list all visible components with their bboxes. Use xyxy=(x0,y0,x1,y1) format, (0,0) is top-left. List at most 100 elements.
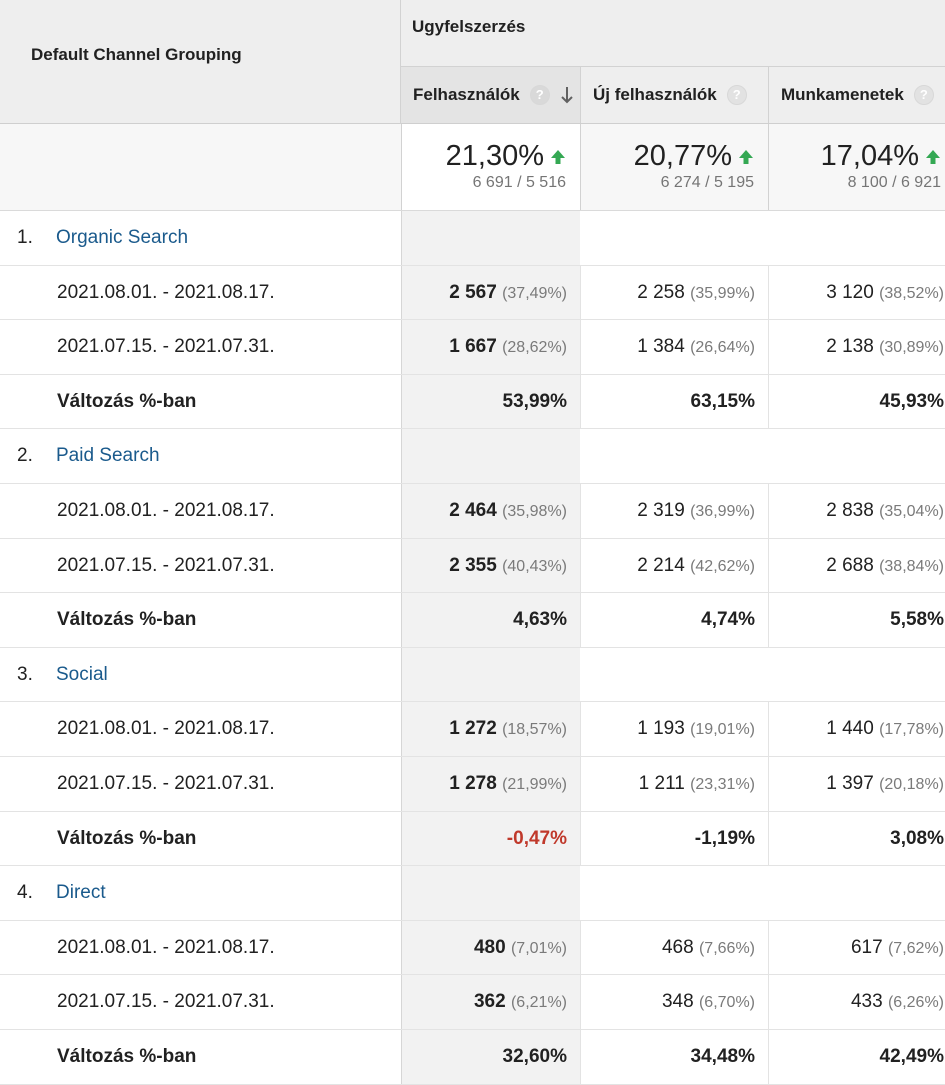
date-range-label: 2021.08.01. - 2021.08.17. xyxy=(57,499,275,521)
help-icon[interactable]: ? xyxy=(529,85,550,105)
users-cell: 2 355 (40,43%) xyxy=(449,554,567,576)
up-arrow-icon xyxy=(926,149,940,164)
up-arrow-icon xyxy=(551,149,565,164)
sessions-cell: 2 138 (30,89%) xyxy=(826,336,944,358)
users-change: 32,60% xyxy=(502,1045,567,1067)
sessions-cell: 2 838 (35,04%) xyxy=(826,499,944,521)
date-range-label: 2021.07.15. - 2021.07.31. xyxy=(57,554,275,576)
new-users-change: 34,48% xyxy=(690,1045,755,1067)
users-cell: 2 567 (37,49%) xyxy=(449,281,567,303)
column-header-new-users[interactable]: Új felhasználók ? xyxy=(580,67,768,123)
column-header-users[interactable]: Felhasználók ? xyxy=(401,67,580,123)
change-row: Változás %-ban -0,47% -1,19% 3,08% xyxy=(0,811,945,867)
sessions-change: 42,49% xyxy=(879,1045,944,1067)
column-header-sessions[interactable]: Munkamenetek ? xyxy=(768,67,945,123)
new-users-cell: 468 (7,66%) xyxy=(661,936,755,958)
sessions-cell: 1 397 (20,18%) xyxy=(826,772,944,794)
table-header: Default Channel Grouping Ugyfelszerzés F… xyxy=(0,0,945,124)
group-row: 3. Social xyxy=(0,647,945,703)
metric-group-header: Ugyfelszerzés xyxy=(412,17,526,36)
help-icon[interactable]: ? xyxy=(726,85,747,105)
change-row: Változás %-ban 4,63% 4,74% 5,58% xyxy=(0,593,945,648)
header-divider xyxy=(400,0,401,124)
users-cell: 2 464 (35,98%) xyxy=(449,499,567,521)
total-sessions: 17,04% 8 100 / 6 921 xyxy=(768,124,945,210)
group-row: 1. Organic Search xyxy=(0,211,945,266)
help-icon[interactable]: ? xyxy=(913,85,934,105)
new-users-cell: 2 214 (42,62%) xyxy=(637,554,755,576)
total-users: 21,30% 6 691 / 5 516 xyxy=(401,124,580,210)
change-label: Változás %-ban xyxy=(57,827,197,849)
table-row: 2021.07.15. - 2021.07.31. 1 278 (21,99%)… xyxy=(0,756,945,812)
channel-link[interactable]: Paid Search xyxy=(56,445,160,467)
sessions-cell: 617 (7,62%) xyxy=(850,936,944,958)
sessions-cell: 2 688 (38,84%) xyxy=(826,554,944,576)
table-row: 2021.08.01. - 2021.08.17. 1 272 (18,57%)… xyxy=(0,702,945,757)
date-range-label: 2021.07.15. - 2021.07.31. xyxy=(57,991,275,1013)
change-label: Változás %-ban xyxy=(57,609,197,631)
sessions-cell: 433 (6,26%) xyxy=(850,991,944,1013)
column-label-sessions[interactable]: Munkamenetek xyxy=(781,85,904,104)
table-body: 1. Organic Search 2021.08.01. - 2021.08.… xyxy=(0,211,945,1085)
users-cell: 362 (6,21%) xyxy=(473,991,567,1013)
dimension-header[interactable]: Default Channel Grouping xyxy=(31,45,242,64)
users-change: -0,47% xyxy=(506,827,567,849)
table-row: 2021.08.01. - 2021.08.17. 480 (7,01%) 46… xyxy=(0,920,945,976)
date-range-label: 2021.07.15. - 2021.07.31. xyxy=(57,772,275,794)
sessions-change: 5,58% xyxy=(890,609,944,631)
table-row: 2021.08.01. - 2021.08.17. 2 567 (37,49%)… xyxy=(0,265,945,321)
date-range-label: 2021.07.15. - 2021.07.31. xyxy=(57,336,275,358)
sessions-change: 3,08% xyxy=(890,827,944,849)
table-row: 2021.08.01. - 2021.08.17. 2 464 (35,98%)… xyxy=(0,483,945,539)
change-row: Változás %-ban 32,60% 34,48% 42,49% xyxy=(0,1029,945,1085)
totals-row: 21,30% 6 691 / 5 516 20,77% 6 274 / 5 19… xyxy=(0,124,945,211)
channel-link[interactable]: Organic Search xyxy=(56,227,189,248)
new-users-cell: 1 211 (23,31%) xyxy=(638,772,755,794)
total-sub: 6 274 / 5 195 xyxy=(660,174,754,191)
new-users-cell: 2 258 (35,99%) xyxy=(637,281,755,303)
sort-descending-icon[interactable] xyxy=(560,85,574,105)
total-pct: 20,77% xyxy=(633,140,732,172)
table-row: 2021.07.15. - 2021.07.31. 1 667 (28,62%)… xyxy=(0,320,945,375)
channel-link[interactable]: Social xyxy=(56,663,108,685)
change-row: Változás %-ban 53,99% 63,15% 45,93% xyxy=(0,374,945,430)
new-users-change: -1,19% xyxy=(694,827,755,849)
new-users-cell: 348 (6,70%) xyxy=(661,991,755,1013)
new-users-change: 63,15% xyxy=(690,390,755,412)
new-users-change: 4,74% xyxy=(701,609,755,631)
group-number: 1. xyxy=(17,227,33,248)
header-divider-horizontal xyxy=(401,66,945,67)
sessions-cell: 3 120 (38,52%) xyxy=(826,281,944,303)
date-range-label: 2021.08.01. - 2021.08.17. xyxy=(57,718,275,740)
sessions-change: 45,93% xyxy=(879,390,944,412)
users-change: 4,63% xyxy=(513,609,567,631)
new-users-cell: 1 384 (26,64%) xyxy=(637,336,755,358)
date-range-label: 2021.08.01. - 2021.08.17. xyxy=(57,281,275,303)
group-row: 4. Direct xyxy=(0,866,945,921)
total-sub: 8 100 / 6 921 xyxy=(847,174,941,191)
users-cell: 480 (7,01%) xyxy=(473,936,567,958)
change-label: Változás %-ban xyxy=(57,1045,197,1067)
date-range-label: 2021.08.01. - 2021.08.17. xyxy=(57,936,275,958)
table-row: 2021.07.15. - 2021.07.31. 362 (6,21%) 34… xyxy=(0,975,945,1030)
new-users-cell: 2 319 (36,99%) xyxy=(637,499,755,521)
group-number: 2. xyxy=(17,445,33,467)
change-label: Változás %-ban xyxy=(57,390,197,412)
sessions-cell: 1 440 (17,78%) xyxy=(826,718,944,740)
users-change: 53,99% xyxy=(502,390,567,412)
column-label-users[interactable]: Felhasználók xyxy=(413,85,520,104)
total-sub: 6 691 / 5 516 xyxy=(472,174,566,191)
column-label-new-users[interactable]: Új felhasználók xyxy=(593,85,717,104)
users-cell: 1 272 (18,57%) xyxy=(449,718,567,740)
total-pct: 21,30% xyxy=(445,140,544,172)
group-row: 2. Paid Search xyxy=(0,429,945,484)
group-number: 3. xyxy=(17,663,33,685)
up-arrow-icon xyxy=(739,149,753,164)
channel-link[interactable]: Direct xyxy=(56,882,106,904)
group-number: 4. xyxy=(17,882,33,904)
users-cell: 1 278 (21,99%) xyxy=(449,772,567,794)
table-row: 2021.07.15. - 2021.07.31. 2 355 (40,43%)… xyxy=(0,538,945,594)
users-cell: 1 667 (28,62%) xyxy=(449,336,567,358)
total-new-users: 20,77% 6 274 / 5 195 xyxy=(580,124,768,210)
